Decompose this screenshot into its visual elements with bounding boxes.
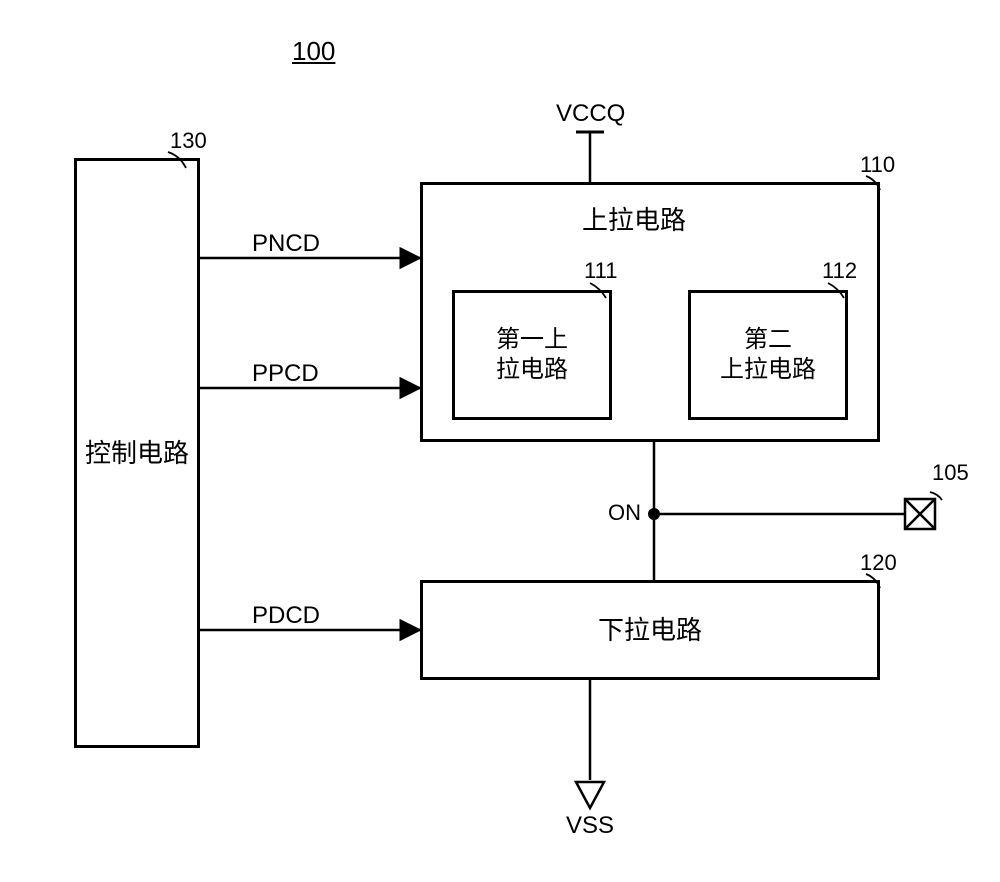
ref-105: 105 [932,460,969,486]
ref-110: 110 [860,152,895,178]
diagram-title: 100 [292,36,335,67]
control-block: 控制电路 [74,158,200,748]
vccq-label: VCCQ [556,100,625,128]
lead-105 [930,492,942,500]
pad-icon [905,499,935,529]
node-on-label: ON [608,500,641,526]
node-dot [648,508,660,520]
pullup-sub2-block: 第二 上拉电路 [688,290,848,420]
pullup-sub2-label: 第二 上拉电路 [720,325,816,385]
vss-label: VSS [566,812,614,840]
ref-130: 130 [170,128,207,154]
diagram-canvas: 100 控制电路 上拉电路 第一上 拉电路 第二 上拉电路 下拉电路 PNCD … [0,0,1000,882]
ref-120: 120 [860,550,897,576]
pulldown-block: 下拉电路 [420,580,880,680]
ref-112: 112 [822,258,857,284]
pulldown-block-label: 下拉电路 [598,614,702,647]
vss-triangle-icon [576,782,604,808]
signal-pdcd-label: PDCD [252,602,320,630]
ref-111: 111 [584,258,617,284]
pullup-block-label: 上拉电路 [582,200,686,237]
signal-ppcd-label: PPCD [252,360,319,388]
pullup-sub1-label: 第一上 拉电路 [496,325,568,385]
signal-pncd-label: PNCD [252,230,320,258]
control-block-label: 控制电路 [85,437,189,470]
pullup-sub1-block: 第一上 拉电路 [452,290,612,420]
